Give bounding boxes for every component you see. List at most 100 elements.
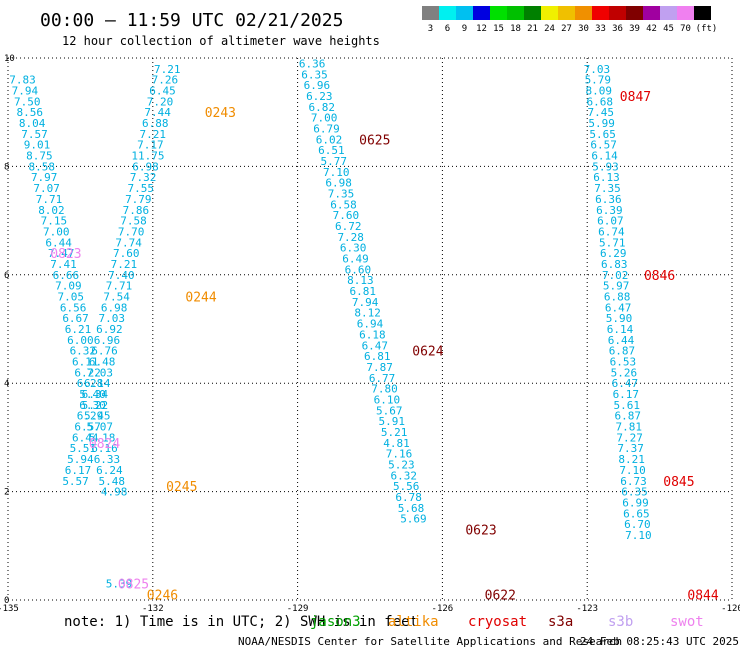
wave-height-value: 7.80 [371,383,398,396]
wave-height-value: 6.44 [45,236,72,249]
wave-height-value: 7.05 [57,290,84,303]
y-tick-label: 6 [4,271,9,281]
wave-height-value: 8.75 [26,150,53,163]
wave-height-value: 7.16 [386,448,413,461]
wave-height-value: 5.22 [82,399,109,412]
wave-height-value: 7.15 [41,215,68,228]
footer-note: note: 1) Time is in UTC; 2) SWH is in fe… [64,614,418,630]
chart-title: 00:00 – 11:59 UTC 02/21/2025 [40,10,343,31]
x-tick-label: -123 [576,604,598,614]
wave-height-value: 6.78 [395,491,422,504]
wave-height-value: 7.09 [55,280,82,293]
wave-height-value: 6.53 [610,356,637,369]
wave-height-value: 6.14 [591,150,618,163]
wave-height-value: 6.68 [586,95,613,108]
color-swatch [575,6,592,20]
wave-height-value: 7.03 [99,312,126,325]
wave-height-value: 6.44 [72,431,99,444]
wave-height-value: 5.71 [599,236,626,249]
wave-height-value: 6.48 [89,356,116,369]
wave-height-value: 8.56 [16,106,43,119]
wave-height-value: 7.94 [352,296,379,309]
wave-height-value: 7.07 [33,182,60,195]
wave-height-value: 6.36 [595,193,622,206]
wave-height-value: 7.45 [587,106,614,119]
color-swatch [592,6,609,20]
footer-timestamp: 24 Feb 08:25:43 UTC 2025 [580,635,739,648]
wave-height-value: 6.98 [101,301,128,314]
wave-height-value: 6.47 [612,377,639,390]
color-swatch [626,6,643,20]
wave-height-value: 7.47 [48,247,75,260]
wave-height-value: 7.27 [616,431,643,444]
color-scale-label: 33 [595,24,606,34]
color-scale-label: 9 [462,24,467,34]
wave-height-value: 7.21 [154,63,181,76]
color-swatch [524,6,541,20]
wave-height-value: 6.33 [94,453,121,466]
wave-height-value: 6.28 [77,377,104,390]
wave-height-value: 6.87 [609,345,636,358]
y-tick-label: 10 [4,54,15,64]
pass-time-label: 0846 [644,269,675,284]
color-scale-label: 15 [493,24,504,34]
wave-height-value: 5.79 [585,74,612,87]
wave-height-value: 6.94 [357,318,384,331]
wave-height-value: 6.81 [364,350,391,363]
color-swatch [490,6,507,20]
wave-height-value: 6.87 [614,410,641,423]
color-scale-label: 6 [445,24,450,34]
y-tick-label: 2 [4,488,9,498]
wave-height-value: 6.79 [313,122,340,135]
wave-height-value: 5.99 [588,117,615,130]
wave-height-value: 7.58 [120,215,147,228]
color-swatch [609,6,626,20]
wave-height-value: 6.82 [308,101,335,114]
satellite-legend-label: altika [388,614,439,630]
wave-height-value: 7.03 [584,63,611,76]
wave-height-value: 6.14 [84,377,111,390]
grid-lines [7,57,733,601]
color-scale-label: 21 [527,24,538,34]
wave-height-value: 5.45 [84,410,111,423]
color-scale-legend: 3 6 9 12 15 18 21 24 27 30 33 36 39 42 45 70 (ft) [422,6,717,34]
wave-height-value: 5.56 [393,480,420,493]
x-tick-label: -120 [721,604,740,614]
wave-height-value: 6.29 [600,247,627,260]
wave-height-value: 6.57 [74,421,101,434]
wave-height-value: 7.97 [31,171,58,184]
wave-height-value: 8.04 [19,117,46,130]
pass-time-label: 0824 [89,437,120,452]
wave-height-value: 8.58 [29,160,56,173]
wave-height-value: 7.54 [103,290,130,303]
satellite-legend: jason3 altika cryosat s3a s3b swot [310,614,704,630]
wave-height-value: 7.71 [36,193,63,206]
wave-height-value: 6.14 [607,323,634,336]
wave-height-value: 7.94 [12,85,39,98]
wave-height-value: 7.55 [127,182,154,195]
wave-height-value: 8.21 [618,453,645,466]
color-scale-label: 42 [646,24,657,34]
x-tick-label: -129 [287,604,309,614]
wave-height-value: 6.35 [621,486,648,499]
wave-height-value: 7.17 [137,139,164,152]
wave-height-value: 5.07 [86,421,113,434]
wave-height-value: 6.57 [590,139,617,152]
wave-height-value: 5.39 [106,578,133,591]
chart-subtitle: 12 hour collection of altimeter wave hei… [62,34,380,48]
wave-height-value: 6.02 [316,133,343,146]
color-scale-label: 27 [561,24,572,34]
wave-height-value: 8.09 [586,85,613,98]
wave-height-value: 6.13 [593,171,620,184]
pass-time-label: 0623 [465,524,496,539]
pass-time-label: 0243 [205,106,236,121]
satellite-legend-label: s3b [608,614,633,630]
pass-labels: 0823 0824 0825 0243 0244 0245 0246 0625 0624 0623… [50,90,719,604]
wave-height-value: 5.65 [589,128,616,141]
color-scale-label: 70 [680,24,691,34]
wave-height-value: 7.21 [140,128,167,141]
wave-height-value: 6.39 [596,204,623,217]
color-swatch [439,6,456,20]
wave-height-value: 5.97 [603,280,630,293]
wave-height-value: 6.88 [142,117,169,130]
